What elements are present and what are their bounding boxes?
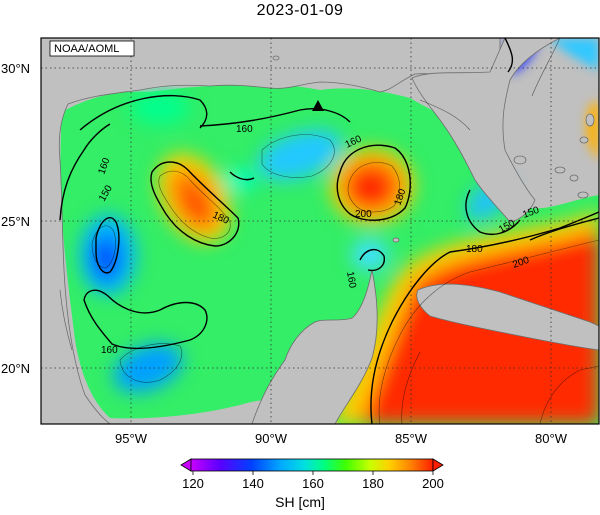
credit-box bbox=[49, 40, 135, 57]
colorbar-ramp bbox=[190, 458, 434, 472]
contour-label: 200 bbox=[355, 209, 372, 220]
land-masses bbox=[41, 38, 599, 424]
colorbar-min-arrow bbox=[180, 458, 192, 472]
lon-axis: 95°W 90°W 85°W 80°W bbox=[115, 431, 568, 446]
lon-tick: 95°W bbox=[115, 431, 148, 446]
colorbar-tick: 180 bbox=[362, 476, 384, 491]
colorbar-tick: 200 bbox=[422, 476, 444, 491]
colorbar-tick: 140 bbox=[242, 476, 264, 491]
graticule bbox=[41, 38, 599, 424]
lon-tick: 80°W bbox=[535, 431, 568, 446]
contours-minor bbox=[59, 38, 599, 424]
lon-tick: 90°W bbox=[255, 431, 288, 446]
lat-tick: 30°N bbox=[1, 61, 30, 76]
lat-axis: 30°N 25°N 20°N bbox=[1, 61, 30, 376]
lat-tick: 20°N bbox=[1, 361, 30, 376]
credit-text: NOAA/AOML bbox=[54, 43, 119, 55]
map-title: 2023-01-09 bbox=[256, 2, 344, 19]
station-marker-icon bbox=[312, 100, 324, 111]
contour-label: 160 bbox=[101, 345, 118, 356]
colorbar-tick: 160 bbox=[302, 476, 324, 491]
contour-label: 160 bbox=[236, 124, 253, 135]
colorbar-label: SH [cm] bbox=[275, 494, 325, 510]
colorbar-tick: 120 bbox=[182, 476, 204, 491]
map-frame bbox=[40, 37, 600, 425]
colorbar-max-arrow bbox=[432, 458, 444, 472]
colorbar: 120 140 160 180 200 bbox=[180, 458, 444, 491]
lat-tick: 25°N bbox=[1, 214, 30, 229]
map-field: 160 160 150 180 160 200 180 160 150 160 … bbox=[41, 38, 599, 424]
contour-label: 180 bbox=[466, 244, 483, 255]
lon-tick: 85°W bbox=[395, 431, 428, 446]
contour-label: 160 bbox=[344, 271, 358, 290]
contours-major bbox=[59, 38, 599, 424]
